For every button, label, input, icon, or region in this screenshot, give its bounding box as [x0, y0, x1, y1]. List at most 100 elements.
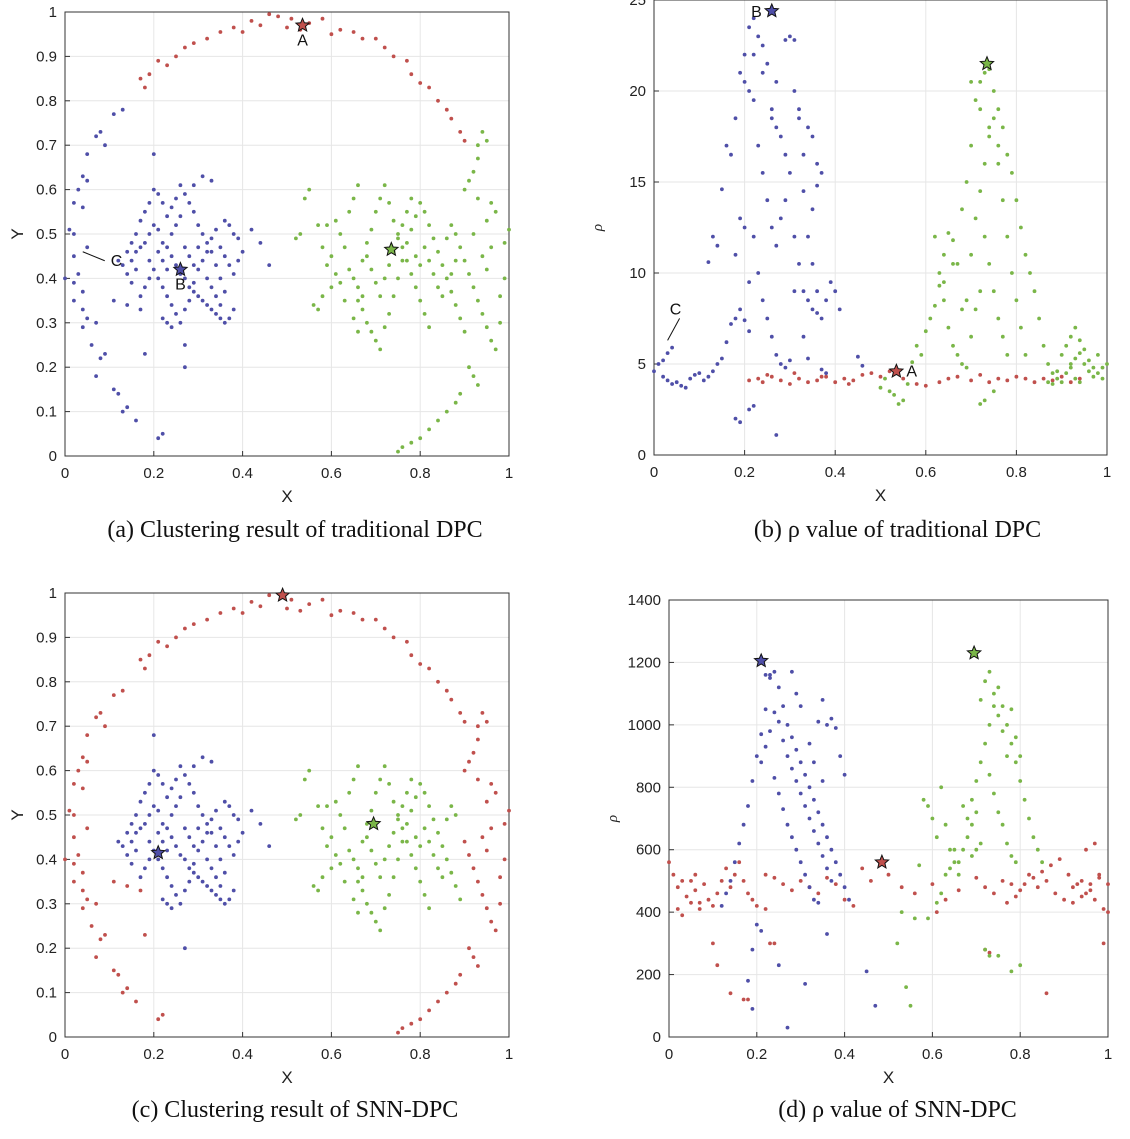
data-point	[991, 116, 996, 121]
data-point	[382, 276, 387, 281]
data-point	[869, 371, 874, 375]
data-point	[209, 249, 214, 254]
data-point	[436, 285, 440, 290]
data-point	[191, 764, 196, 769]
data-point	[373, 209, 378, 214]
data-point	[982, 398, 987, 403]
data-point	[1018, 779, 1023, 783]
data-point	[996, 713, 1001, 718]
data-point	[910, 360, 915, 365]
data-point	[1077, 338, 1082, 343]
caption-d: (d) ρ value of SNN-DPC	[778, 1097, 1017, 1123]
data-point	[227, 897, 232, 902]
data-point	[693, 888, 698, 893]
data-point	[80, 205, 85, 210]
data-point	[267, 12, 272, 17]
data-point	[116, 972, 121, 977]
data-point	[960, 307, 964, 312]
data-point	[951, 238, 955, 243]
series-blue	[719, 669, 878, 1030]
data-point	[476, 964, 480, 968]
data-point	[883, 376, 887, 381]
data-point	[178, 764, 183, 769]
data-point	[476, 298, 480, 303]
data-point	[798, 879, 803, 883]
data-point	[356, 764, 360, 769]
data-point	[329, 866, 334, 871]
data-point	[750, 1007, 755, 1011]
data-point	[462, 329, 467, 334]
data-point	[476, 143, 480, 148]
scatter-plot-a: 0 0.2 0.4 0.6 0.8 1 0 0.1 0.2 0.3 0.4 0.5 0.6 0.7 0.8 0…	[8, 4, 513, 506]
data-point	[67, 808, 72, 813]
data-point	[449, 223, 454, 228]
data-point	[810, 307, 815, 312]
data-point	[484, 267, 489, 272]
data-point	[1071, 900, 1075, 905]
data-point	[742, 80, 747, 84]
data-point	[1100, 365, 1105, 370]
data-point	[231, 888, 236, 893]
data-point	[751, 52, 756, 57]
series-red	[747, 369, 1082, 388]
x-tick-label: 0.6	[321, 1046, 342, 1063]
data-point	[928, 316, 933, 321]
data-point	[174, 844, 178, 848]
data-point	[94, 715, 98, 720]
data-point	[484, 848, 489, 853]
data-point	[351, 857, 356, 862]
data-point	[489, 919, 494, 924]
data-point	[196, 804, 201, 808]
y-tick-label: 600	[636, 842, 661, 859]
series-red	[63, 593, 511, 1035]
data-point	[333, 218, 338, 223]
data-point	[697, 900, 702, 905]
data-point	[783, 365, 788, 370]
data-point	[458, 245, 463, 250]
data-point	[382, 857, 387, 862]
data-point	[732, 872, 737, 877]
data-point	[956, 872, 961, 877]
data-point	[205, 857, 210, 862]
data-point	[120, 990, 125, 995]
data-point	[996, 953, 1001, 958]
data-point	[476, 383, 480, 387]
data-point	[227, 844, 232, 848]
data-point	[833, 860, 838, 865]
data-point	[222, 799, 227, 804]
x-tick-label: 0.2	[143, 1046, 164, 1063]
data-point	[806, 356, 810, 361]
data-point	[1044, 991, 1049, 996]
data-point	[656, 362, 661, 366]
data-point	[996, 810, 1001, 815]
data-point	[1018, 754, 1023, 758]
data-point	[467, 759, 471, 764]
data-point	[169, 325, 174, 330]
data-point	[683, 385, 688, 390]
annotation-leader	[82, 251, 105, 262]
data-point	[1005, 234, 1010, 239]
data-point	[427, 906, 431, 911]
y-tick-label: 1200	[628, 654, 661, 671]
x-tick-label: 0.8	[410, 465, 431, 482]
data-point	[942, 298, 946, 303]
data-point	[774, 80, 779, 84]
data-point	[820, 822, 825, 827]
data-point	[209, 830, 214, 835]
data-point	[760, 298, 765, 303]
data-point	[191, 622, 196, 626]
data-point	[732, 860, 737, 865]
data-point	[1055, 376, 1060, 381]
data-point	[955, 353, 960, 357]
data-point	[719, 879, 724, 883]
data-point	[665, 378, 670, 383]
data-point	[103, 933, 107, 937]
data-point	[729, 152, 733, 157]
data-point	[747, 329, 751, 334]
data-point	[453, 400, 458, 405]
data-point	[1079, 879, 1084, 883]
data-point	[733, 116, 738, 121]
data-point	[471, 750, 476, 755]
data-point	[240, 249, 245, 254]
data-point	[143, 790, 147, 795]
